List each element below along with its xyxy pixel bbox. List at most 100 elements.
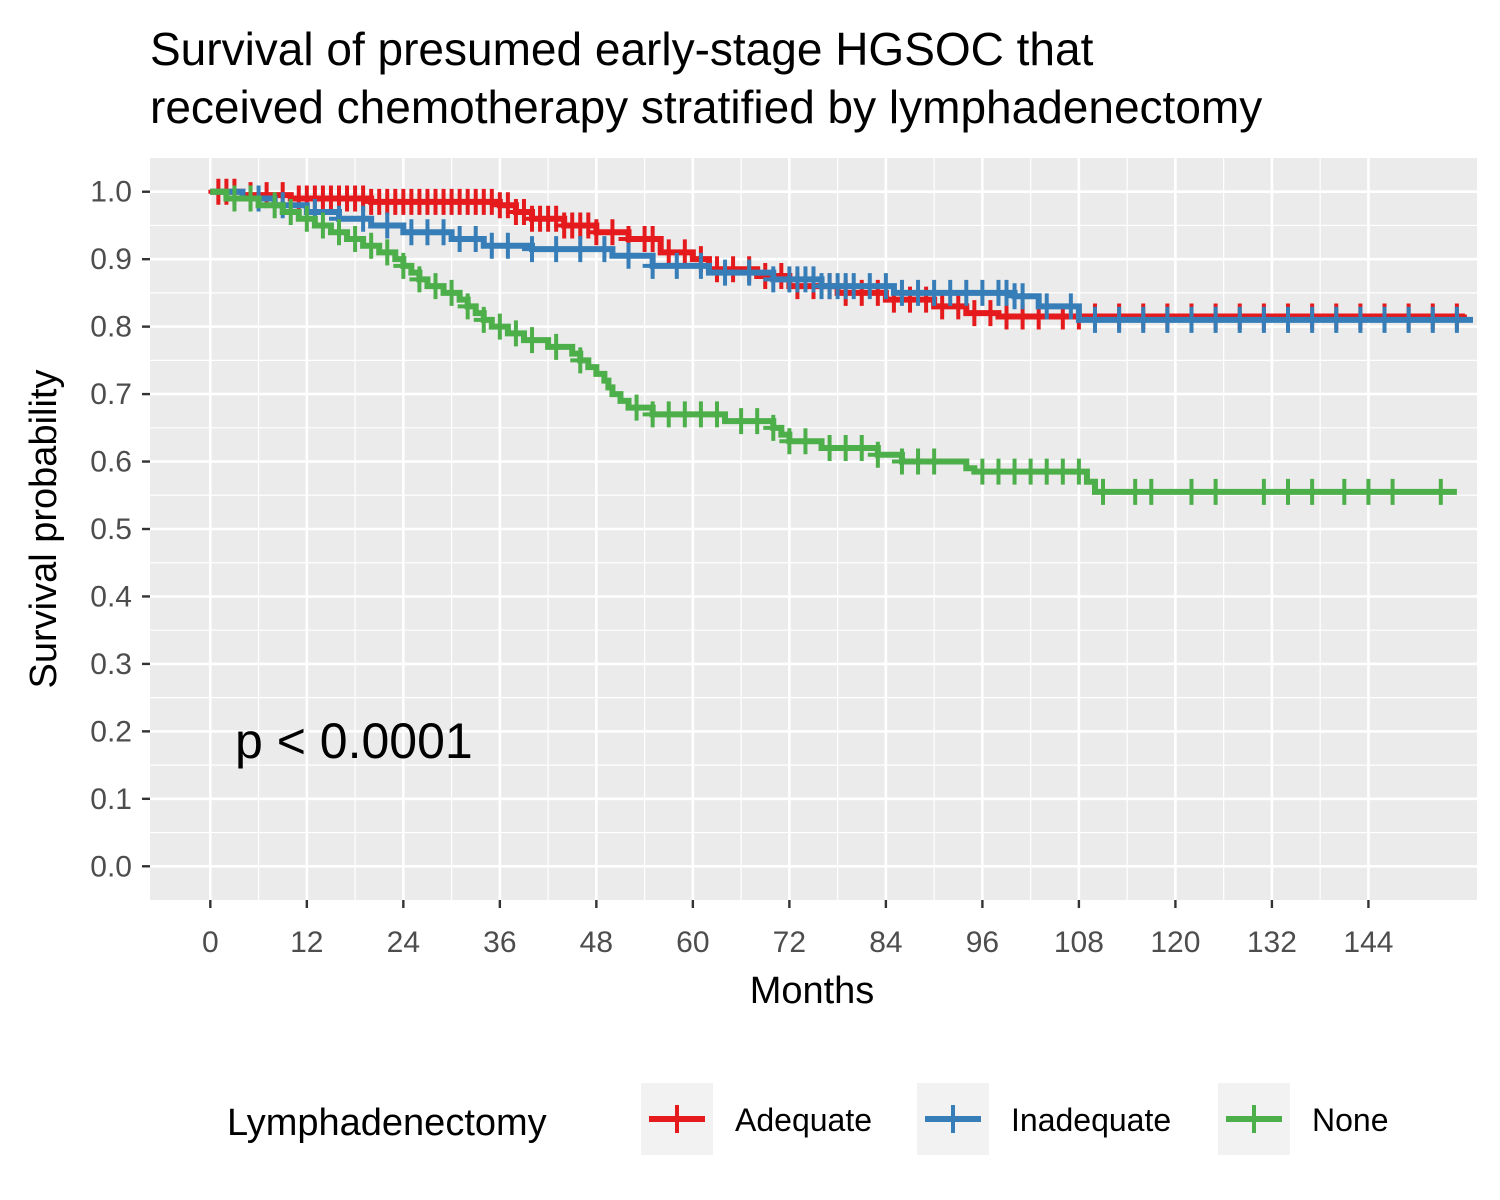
x-tick-label: 72: [773, 926, 806, 959]
censor-mark-none: [240, 185, 261, 212]
x-tick-label: 120: [1150, 926, 1200, 959]
censor-mark-none: [851, 435, 872, 462]
censor-mark-none: [1205, 478, 1226, 505]
x-tick-label: 132: [1247, 926, 1297, 959]
censor-mark-inadequate: [1374, 306, 1395, 333]
censor-mark-inadequate: [1133, 306, 1154, 333]
legend-label-adequate: Adequate: [735, 1102, 872, 1138]
censor-mark-none: [312, 212, 333, 239]
censor-mark-none: [441, 279, 462, 306]
censor-mark-none: [345, 225, 366, 252]
censor-mark-none: [1358, 478, 1379, 505]
y-tick-label: 1.0: [90, 176, 132, 209]
series-none: [210, 185, 1457, 505]
x-tick-label: 108: [1054, 926, 1104, 959]
y-tick-label: 0.8: [90, 311, 132, 344]
grid-major: [150, 158, 1477, 900]
y-tick-label: 0.1: [90, 783, 132, 816]
censor-mark-inadequate: [1109, 306, 1130, 333]
censor-mark-inadequate: [1205, 306, 1226, 333]
series-inadequate: [210, 185, 1473, 333]
censor-mark-none: [457, 293, 478, 320]
censor-mark-inadequate: [465, 225, 486, 252]
y-axis-title: Survival probability: [23, 370, 65, 689]
censor-mark-none: [795, 428, 816, 455]
censor-mark-inadequate: [353, 205, 374, 232]
censor-mark-inadequate: [1157, 306, 1178, 333]
censor-mark-inadequate: [666, 252, 687, 279]
chart-title-line-2: received chemotherapy stratified by lymp…: [150, 81, 1263, 133]
y-tick-label: 0.2: [90, 715, 132, 748]
legend-item-inadequate: Inadequate: [917, 1083, 1171, 1155]
censor-mark-none: [1334, 478, 1355, 505]
censor-mark-none: [280, 198, 301, 225]
x-tick-label: 48: [580, 926, 613, 959]
series-layer: [208, 178, 1473, 505]
censor-mark-none: [505, 320, 526, 347]
censor-mark-none: [522, 327, 543, 354]
censor-mark-adequate: [642, 225, 663, 252]
censor-mark-none: [924, 448, 945, 475]
censor-mark-none: [626, 394, 647, 421]
legend-label-none: None: [1312, 1102, 1389, 1138]
censor-mark-inadequate: [594, 236, 615, 263]
x-axis: 0 12 24 36 48 60 72 84 96 108 120 132 144: [202, 900, 1393, 959]
censor-mark-none: [393, 252, 414, 279]
censor-mark-inadequate: [1278, 306, 1298, 333]
x-tick-label: 24: [387, 926, 420, 959]
censor-mark-none: [1141, 478, 1162, 505]
y-tick-label: 0.0: [90, 850, 132, 883]
censor-mark-none: [1093, 478, 1114, 505]
censor-mark-none: [1068, 458, 1089, 485]
censor-mark-inadequate: [715, 259, 736, 286]
censor-mark-none: [546, 333, 567, 360]
censor-mark-none: [570, 347, 591, 374]
censor-mark-inadequate: [1422, 306, 1443, 333]
censor-mark-adequate: [602, 219, 623, 246]
censor-mark-none: [867, 441, 888, 468]
legend-title: Lymphadenectomy: [227, 1102, 547, 1144]
legend: Lymphadenectomy Adequate Inadequate None: [227, 1083, 1389, 1155]
censor-mark-inadequate: [1326, 306, 1347, 333]
censor-mark-none: [328, 219, 349, 246]
censor-mark-inadequate: [522, 236, 543, 263]
legend-item-none: None: [1218, 1083, 1389, 1155]
x-tick-label: 36: [483, 926, 516, 959]
censor-mark-inadequate: [1446, 306, 1467, 333]
censor-mark-none: [425, 273, 446, 300]
censor-mark-none: [1181, 478, 1202, 505]
censor-mark-inadequate: [1229, 306, 1250, 333]
censor-mark-inadequate: [377, 212, 398, 239]
y-tick-label: 0.4: [90, 580, 132, 613]
legend-item-adequate: Adequate: [641, 1083, 872, 1155]
p-value-annotation: p < 0.0001: [235, 713, 473, 769]
legend-key-censor: [667, 1105, 687, 1133]
censor-mark-inadequate: [618, 242, 639, 269]
censor-mark-none: [296, 205, 317, 232]
censor-mark-none: [361, 232, 382, 259]
y-tick-label: 0.6: [90, 446, 132, 479]
censor-mark-adequate: [980, 300, 1001, 327]
censor-mark-none: [1302, 478, 1323, 505]
censor-mark-inadequate: [497, 232, 518, 259]
censor-mark-inadequate: [1012, 283, 1033, 310]
x-tick-label: 60: [676, 926, 709, 959]
x-tick-label: 0: [202, 926, 219, 959]
censor-mark-inadequate: [739, 259, 760, 286]
censor-mark-none: [409, 266, 430, 293]
x-axis-title: Months: [750, 970, 875, 1012]
censor-mark-inadequate: [546, 236, 567, 263]
x-tick-label: 144: [1343, 926, 1393, 959]
censor-mark-inadequate: [1060, 293, 1081, 320]
legend-label-inadequate: Inadequate: [1011, 1102, 1171, 1138]
censor-mark-adequate: [948, 293, 969, 320]
censor-mark-inadequate: [433, 219, 454, 246]
y-tick-label: 0.3: [90, 648, 132, 681]
censor-mark-adequate: [674, 239, 695, 266]
censor-mark-inadequate: [1036, 293, 1057, 320]
y-tick-label: 0.9: [90, 243, 132, 276]
censor-mark-none: [473, 306, 494, 333]
chart-title: Survival of presumed early-stage HGSOC t…: [150, 20, 1495, 136]
censor-mark-inadequate: [1350, 306, 1371, 333]
